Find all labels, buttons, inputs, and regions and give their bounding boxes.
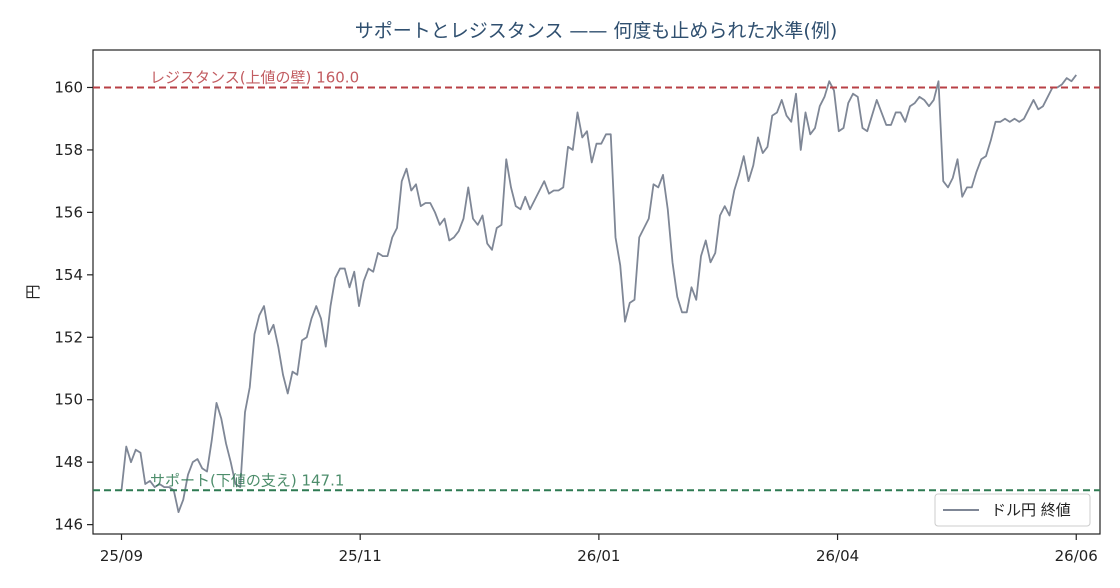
reference-label-1: サポート(下値の支え) 147.1 (150, 471, 344, 489)
legend-label: ドル円 終値 (991, 501, 1071, 519)
x-tick-label: 26/04 (816, 547, 859, 565)
y-axis-label: 円 (24, 284, 42, 299)
x-tick-label: 25/09 (100, 547, 143, 565)
plot-area (120, 74, 1077, 514)
y-tick-label: 150 (54, 391, 83, 409)
x-axis: 25/09 25/11 26/01 26/04 26/06 (100, 534, 1098, 565)
y-tick-label: 158 (54, 141, 83, 159)
y-tick-label: 152 (54, 328, 83, 346)
plot-frame (92, 49, 1101, 535)
x-tick-label: 26/01 (577, 547, 620, 565)
legend: ドル円 終値 (934, 493, 1091, 527)
reference-lines: レジスタンス(上値の壁) 160.0 サポート(下値の支え) 147.1 (93, 68, 1100, 492)
reference-label-0: レジスタンス(上値の壁) 160.0 (150, 68, 359, 86)
y-tick-label: 154 (54, 266, 83, 284)
y-tick-label: 148 (54, 453, 83, 471)
y-tick-label: 160 (54, 78, 83, 96)
y-tick-label: 146 (54, 516, 83, 534)
legend-box (934, 493, 1091, 527)
x-tick-label: 26/06 (1055, 547, 1098, 565)
x-tick-label: 25/11 (339, 547, 382, 565)
y-tick-label: 156 (54, 203, 83, 221)
y-axis: 146 148 150 152 154 156 158 160 (54, 78, 93, 534)
chart-title: サポートとレジスタンス —— 何度も止められた水準(例) (355, 20, 838, 42)
series-line-0 (120, 74, 1077, 514)
